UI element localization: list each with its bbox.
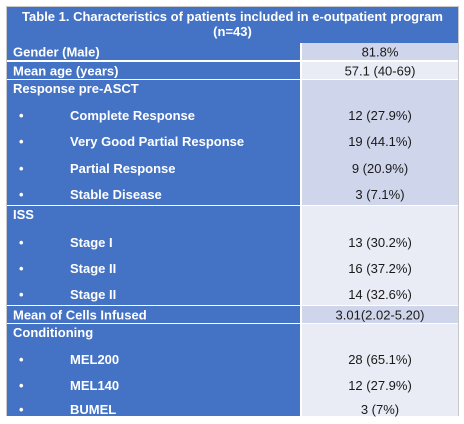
- bullet: •: [19, 261, 24, 276]
- cells-label: Mean of Cells Infused: [13, 307, 147, 322]
- response-header: Response pre-ASCT: [13, 81, 139, 96]
- bullet: •: [19, 161, 24, 176]
- bumel-label: BUMEL: [70, 402, 117, 417]
- vgpr-value: 19 (44.1%): [348, 134, 412, 149]
- bullet: •: [19, 402, 24, 417]
- bullet: •: [19, 235, 24, 250]
- mel140-label: MEL140: [70, 378, 120, 393]
- age-label: Mean age (years): [13, 63, 119, 78]
- table-row: Gender (Male) 81.8%: [7, 43, 458, 60]
- age-value: 57.1 (40-69): [344, 63, 416, 78]
- iss-header: ISS: [13, 207, 34, 222]
- bullet: •: [19, 108, 24, 123]
- characteristics-table: Table 1. Characteristics of patients inc…: [6, 6, 459, 417]
- stable-label: Stable Disease: [70, 187, 162, 202]
- bullet: •: [19, 352, 24, 367]
- conditioning-group: Conditioning • MEL200 • MEL140 • BUMEL 2…: [7, 323, 458, 417]
- stage2a-label: Stage II: [70, 261, 117, 276]
- stable-value: 3 (7.1%): [355, 187, 405, 202]
- conditioning-header: Conditioning: [13, 325, 94, 340]
- response-group: Response pre-ASCT • Complete Response • …: [7, 79, 458, 205]
- stage1-label: Stage I: [70, 235, 113, 250]
- partial-label: Partial Response: [70, 161, 176, 176]
- stage2b-value: 14 (32.6%): [348, 287, 412, 302]
- gender-value: 81.8%: [361, 44, 399, 59]
- bullet: •: [19, 378, 24, 393]
- table-row: Mean age (years) 57.1 (40-69): [7, 61, 458, 79]
- stage1-value: 13 (30.2%): [348, 235, 412, 250]
- table-row: Mean of Cells Infused 3.01(2.02-5.20): [7, 305, 458, 323]
- bullet: •: [19, 134, 24, 149]
- stage2b-label: Stage II: [70, 287, 117, 302]
- table-title: Table 1. Characteristics of patients inc…: [7, 7, 458, 43]
- bullet: •: [19, 187, 24, 202]
- cells-value: 3.01(2.02-5.20): [335, 307, 425, 322]
- bumel-value: 3 (7%): [360, 402, 400, 417]
- mel140-value: 12 (27.9%): [348, 378, 412, 393]
- vgpr-label: Very Good Partial Response: [70, 134, 245, 149]
- complete-value: 12 (27.9%): [348, 108, 412, 123]
- mel200-value: 28 (65.1%): [348, 352, 412, 367]
- iss-group: ISS • Stage I • Stage II • Stage II 13 (…: [7, 205, 458, 305]
- gender-label: Gender (Male): [13, 44, 100, 59]
- partial-value: 9 (20.9%): [351, 161, 409, 176]
- mel200-label: MEL200: [70, 352, 120, 367]
- bullet: •: [19, 287, 24, 302]
- complete-label: Complete Response: [70, 108, 195, 123]
- stage2a-value: 16 (37.2%): [348, 261, 412, 276]
